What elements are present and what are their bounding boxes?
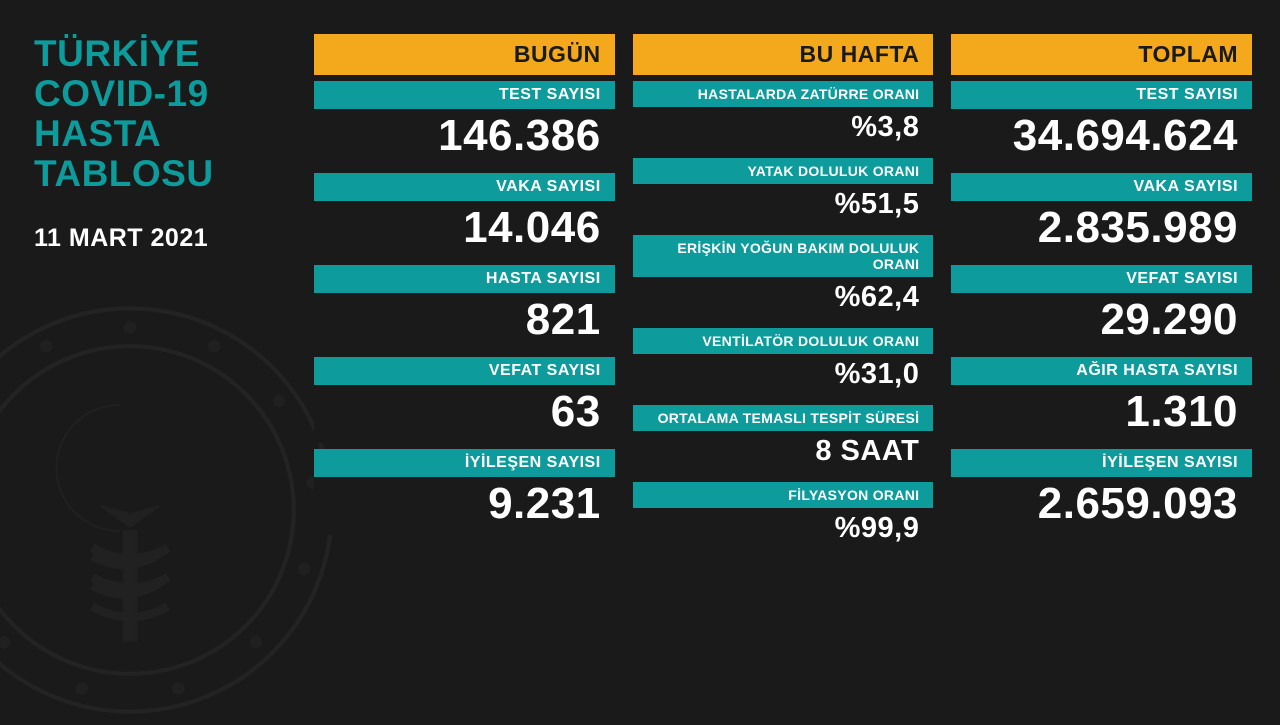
label-today-sick: HASTA SAYISI bbox=[314, 265, 615, 293]
value-today-case: 14.046 bbox=[314, 201, 615, 259]
label-week-icu: ERİŞKİN YOĞUN BAKIM DOLULUK ORANI bbox=[633, 235, 934, 277]
label-week-pneumonia: HASTALARDA ZATÜRRE ORANI bbox=[633, 81, 934, 107]
cell-total-case: VAKA SAYISI 2.835.989 bbox=[951, 173, 1252, 259]
value-total-recov: 2.659.093 bbox=[951, 477, 1252, 535]
label-today-test: TEST SAYISI bbox=[314, 81, 615, 109]
column-today: BUGÜN TEST SAYISI 146.386 VAKA SAYISI 14… bbox=[314, 34, 615, 620]
cell-today-recov: İYİLEŞEN SAYISI 9.231 bbox=[314, 449, 615, 535]
cell-week-vent: VENTİLATÖR DOLULUK ORANI %31,0 bbox=[633, 328, 934, 399]
cell-today-test: TEST SAYISI 146.386 bbox=[314, 81, 615, 167]
title-line: TABLOSU bbox=[34, 153, 214, 194]
value-today-sick: 821 bbox=[314, 293, 615, 351]
header-week: BU HAFTA bbox=[633, 34, 934, 75]
label-total-case: VAKA SAYISI bbox=[951, 173, 1252, 201]
label-total-severe: AĞIR HASTA SAYISI bbox=[951, 357, 1252, 385]
title-line: HASTA bbox=[34, 113, 161, 154]
label-week-trace: ORTALAMA TEMASLI TESPİT SÜRESİ bbox=[633, 405, 934, 431]
cell-total-test: TEST SAYISI 34.694.624 bbox=[951, 81, 1252, 167]
value-week-trace: 8 SAAT bbox=[633, 431, 934, 476]
page-title: TÜRKİYE COVID-19 HASTA TABLOSU bbox=[34, 34, 296, 194]
cell-week-bed: YATAK DOLULUK ORANI %51,5 bbox=[633, 158, 934, 229]
label-week-fil: FİLYASYON ORANI bbox=[633, 482, 934, 508]
cell-today-sick: HASTA SAYISI 821 bbox=[314, 265, 615, 351]
cell-total-severe: AĞIR HASTA SAYISI 1.310 bbox=[951, 357, 1252, 443]
label-week-vent: VENTİLATÖR DOLULUK ORANI bbox=[633, 328, 934, 354]
title-line: TÜRKİYE bbox=[34, 33, 200, 74]
cell-total-recov: İYİLEŞEN SAYISI 2.659.093 bbox=[951, 449, 1252, 535]
value-week-icu: %62,4 bbox=[633, 277, 934, 322]
title-line: COVID-19 bbox=[34, 73, 209, 114]
label-total-recov: İYİLEŞEN SAYISI bbox=[951, 449, 1252, 477]
column-total: TOPLAM TEST SAYISI 34.694.624 VAKA SAYIS… bbox=[951, 34, 1252, 620]
cell-week-icu: ERİŞKİN YOĞUN BAKIM DOLULUK ORANI %62,4 bbox=[633, 235, 934, 322]
label-total-test: TEST SAYISI bbox=[951, 81, 1252, 109]
value-today-death: 63 bbox=[314, 385, 615, 443]
header-today: BUGÜN bbox=[314, 34, 615, 75]
column-week: BU HAFTA HASTALARDA ZATÜRRE ORANI %3,8 Y… bbox=[633, 34, 934, 620]
report-date: 11 MART 2021 bbox=[34, 224, 296, 253]
value-week-fil: %99,9 bbox=[633, 508, 934, 553]
value-total-case: 2.835.989 bbox=[951, 201, 1252, 259]
value-today-test: 146.386 bbox=[314, 109, 615, 167]
value-week-bed: %51,5 bbox=[633, 184, 934, 229]
value-week-vent: %31,0 bbox=[633, 354, 934, 399]
label-week-bed: YATAK DOLULUK ORANI bbox=[633, 158, 934, 184]
label-today-death: VEFAT SAYISI bbox=[314, 357, 615, 385]
value-week-pneumonia: %3,8 bbox=[633, 107, 934, 152]
value-total-test: 34.694.624 bbox=[951, 109, 1252, 167]
label-total-death: VEFAT SAYISI bbox=[951, 265, 1252, 293]
value-total-death: 29.290 bbox=[951, 293, 1252, 351]
cell-total-death: VEFAT SAYISI 29.290 bbox=[951, 265, 1252, 351]
cell-week-trace: ORTALAMA TEMASLI TESPİT SÜRESİ 8 SAAT bbox=[633, 405, 934, 476]
dashboard: TÜRKİYE COVID-19 HASTA TABLOSU 11 MART 2… bbox=[0, 0, 1280, 640]
cell-today-death: VEFAT SAYISI 63 bbox=[314, 357, 615, 443]
value-today-recov: 9.231 bbox=[314, 477, 615, 535]
cell-week-pneumonia: HASTALARDA ZATÜRRE ORANI %3,8 bbox=[633, 81, 934, 152]
value-total-severe: 1.310 bbox=[951, 385, 1252, 443]
label-today-recov: İYİLEŞEN SAYISI bbox=[314, 449, 615, 477]
cell-week-fil: FİLYASYON ORANI %99,9 bbox=[633, 482, 934, 553]
label-today-case: VAKA SAYISI bbox=[314, 173, 615, 201]
header-total: TOPLAM bbox=[951, 34, 1252, 75]
title-column: TÜRKİYE COVID-19 HASTA TABLOSU 11 MART 2… bbox=[34, 34, 296, 620]
cell-today-case: VAKA SAYISI 14.046 bbox=[314, 173, 615, 259]
